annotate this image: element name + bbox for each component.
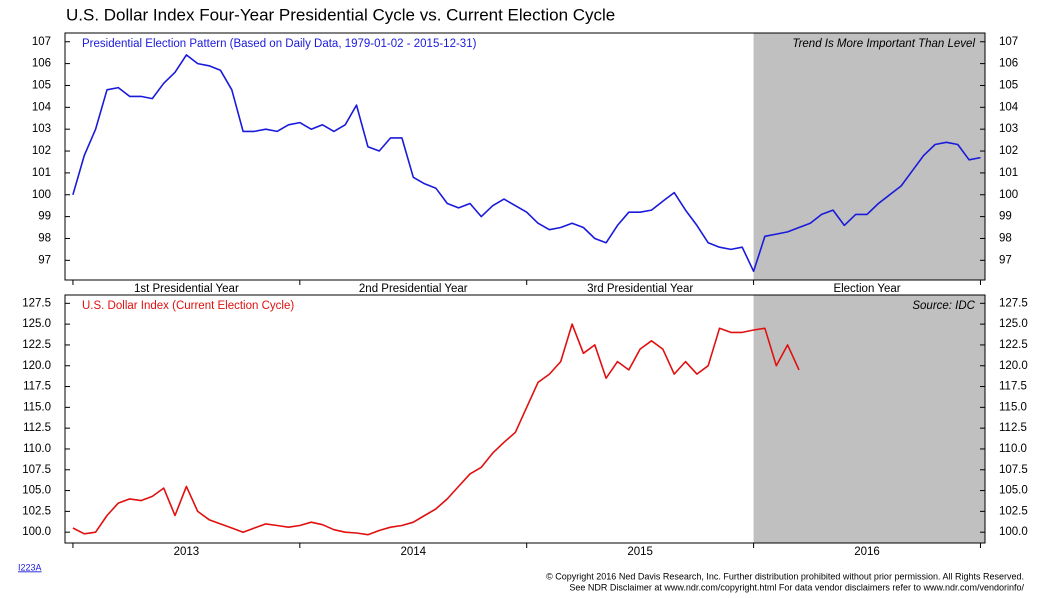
- y-tick-label: 100.0: [22, 526, 51, 538]
- highlight-region: [753, 33, 985, 280]
- panel-note: Source: IDC: [912, 300, 975, 312]
- y2-tick-label: 104: [999, 101, 1019, 113]
- x-tick-label: 2015: [627, 546, 653, 558]
- y2-tick-label: 125.0: [999, 318, 1028, 330]
- y2-tick-label: 106: [999, 58, 1018, 70]
- plot-frame: [64, 294, 986, 544]
- y2-tick-label: 97: [999, 254, 1012, 266]
- data-line: [72, 54, 981, 273]
- highlight-region: [753, 295, 985, 543]
- y2-tick-label: 100: [999, 189, 1018, 201]
- y-tick-label: 125.0: [22, 318, 51, 330]
- x-tick-label: 2016: [854, 546, 880, 558]
- chart-title: U.S. Dollar Index Four-Year Presidential…: [66, 5, 615, 24]
- data-line: [72, 323, 800, 536]
- y-tick-label: 117.5: [23, 381, 51, 393]
- y-tick-label: 106: [32, 58, 51, 70]
- y2-tick-label: 107: [999, 36, 1018, 48]
- y-tick-label: 127.5: [22, 297, 51, 309]
- y-tick-label: 105.0: [22, 485, 51, 497]
- y-tick-label: 105: [32, 79, 51, 91]
- y2-tick-label: 99: [999, 211, 1012, 223]
- copyright: © Copyright 2016 Ned Davis Research, Inc…: [546, 571, 1024, 581]
- y-tick-label: 107: [32, 36, 51, 48]
- y-tick-label: 112.5: [23, 422, 51, 434]
- y2-tick-label: 110.0: [999, 443, 1027, 455]
- y-tick-label: 107.5: [22, 464, 51, 476]
- chart-code: I223A: [18, 562, 42, 572]
- panel-label: Presidential Election Pattern (Based on …: [82, 38, 477, 50]
- disclaimer: See NDR Disclaimer at www.ndr.com/copyri…: [569, 582, 1024, 592]
- y-tick-label: 102.5: [22, 505, 51, 517]
- y2-tick-label: 107.5: [999, 464, 1028, 476]
- y2-tick-label: 120.0: [999, 360, 1028, 372]
- plot-frame: [64, 32, 986, 281]
- y2-tick-label: 115.0: [999, 401, 1027, 413]
- panel-note: Trend Is More Important Than Level: [792, 38, 975, 50]
- y-tick-label: 103: [32, 123, 51, 135]
- x-tick-label: Election Year: [833, 283, 900, 295]
- y-tick-label: 110.0: [23, 443, 51, 455]
- y2-tick-label: 102.5: [999, 505, 1028, 517]
- y2-tick-label: 105: [999, 79, 1018, 91]
- y2-tick-label: 127.5: [999, 297, 1028, 309]
- y2-tick-label: 98: [999, 233, 1012, 245]
- y-tick-label: 98: [38, 233, 51, 245]
- y-tick-label: 101: [32, 167, 51, 179]
- y-tick-label: 122.5: [22, 339, 51, 351]
- x-tick-label: 3rd Presidential Year: [587, 283, 693, 295]
- x-tick-label: 2014: [400, 546, 426, 558]
- y-tick-label: 97: [38, 254, 51, 266]
- panel-label: U.S. Dollar Index (Current Election Cycl…: [82, 300, 294, 312]
- y-tick-label: 102: [32, 145, 51, 157]
- y-tick-label: 100: [32, 189, 51, 201]
- y-tick-label: 99: [38, 211, 51, 223]
- x-tick-label: 2013: [174, 546, 200, 558]
- y2-tick-label: 101: [999, 167, 1018, 179]
- y-tick-label: 120.0: [22, 360, 51, 372]
- y-tick-label: 115.0: [23, 401, 51, 413]
- y-tick-label: 104: [32, 101, 52, 113]
- x-tick-label: 1st Presidential Year: [134, 283, 239, 295]
- x-tick-label: 2nd Presidential Year: [359, 283, 468, 295]
- y2-tick-label: 112.5: [999, 422, 1027, 434]
- y2-tick-label: 100.0: [999, 526, 1028, 538]
- y2-tick-label: 102: [999, 145, 1018, 157]
- y2-tick-label: 105.0: [999, 485, 1028, 497]
- y2-tick-label: 117.5: [999, 381, 1027, 393]
- y2-tick-label: 103: [999, 123, 1018, 135]
- y2-tick-label: 122.5: [999, 339, 1028, 351]
